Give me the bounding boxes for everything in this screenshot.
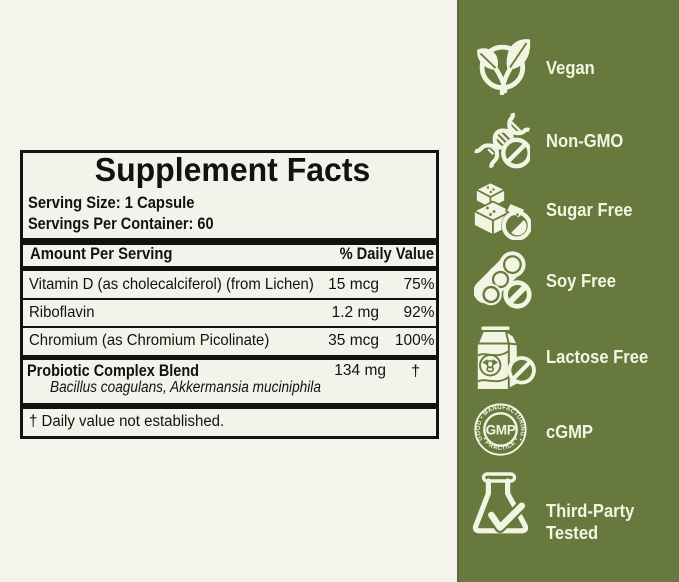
svg-text:GMP: GMP: [486, 423, 516, 438]
